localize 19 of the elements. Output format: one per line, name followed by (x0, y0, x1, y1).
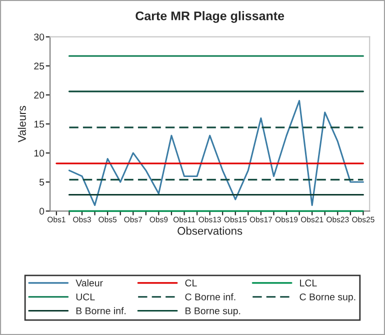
legend-label: CL (185, 280, 197, 286)
y-axis-title: Valeurs (18, 106, 26, 142)
line-series (68, 100, 364, 206)
legend-label: C Borne sup. (300, 293, 356, 302)
legend-label: LCL (300, 280, 317, 286)
legend-label: UCL (76, 293, 95, 300)
y-tick-label: 15 (34, 120, 44, 128)
y-tick-label: 5 (39, 178, 44, 186)
y-tick-label: 0 (39, 208, 44, 215)
y-tick-label: 25 (34, 62, 44, 70)
legend-label: C Borne inf. (185, 293, 236, 300)
y-tick-label: 10 (34, 150, 44, 157)
y-tick-label: 20 (34, 92, 44, 99)
chart-title: Carte MR Plage glissante (136, 11, 284, 23)
legend-label: B Borne inf. (76, 307, 126, 314)
x-axis-title: Observations (178, 226, 242, 235)
y-tick-label: 30 (34, 34, 44, 40)
legend-label: Valeur (76, 279, 103, 286)
legend-label: B Borne sup. (186, 307, 240, 316)
